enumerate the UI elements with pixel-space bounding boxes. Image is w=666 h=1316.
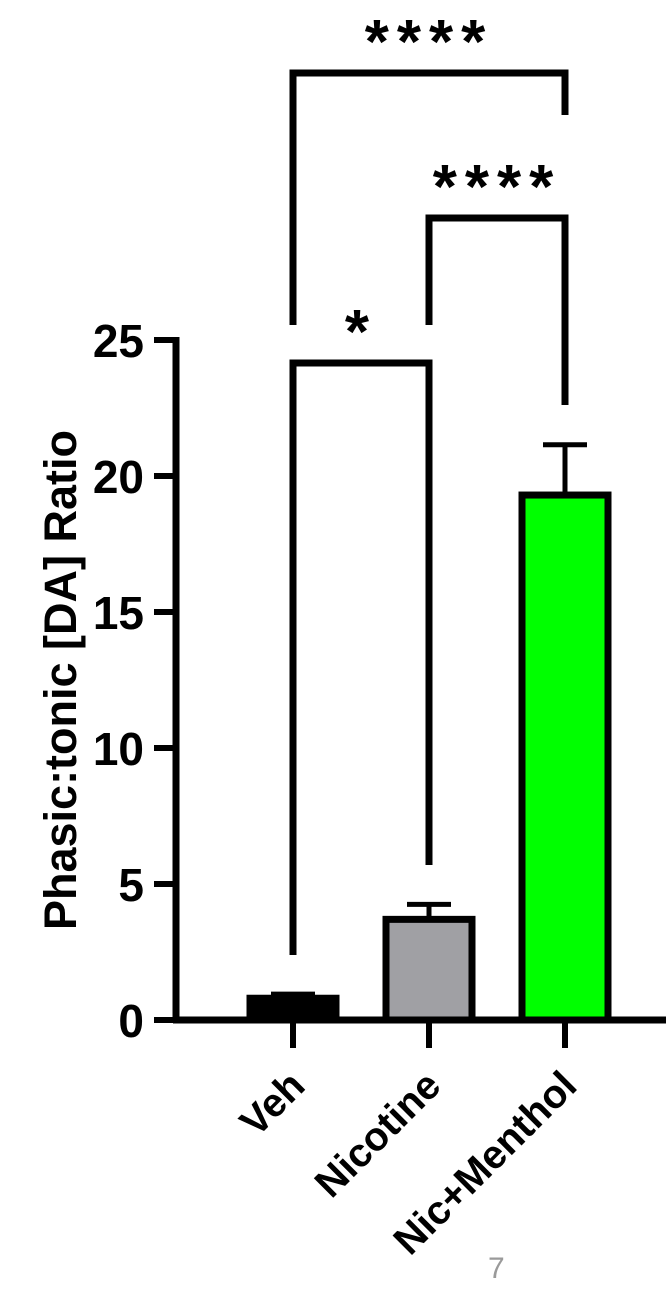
- x-tick-label: Veh: [232, 1063, 313, 1144]
- y-tick-label: 10: [93, 723, 144, 775]
- bar: [246, 994, 340, 1024]
- y-tick-label: 5: [118, 859, 144, 911]
- y-axis-label: Phasic:tonic [DA] Ratio: [35, 430, 86, 930]
- bar: [518, 491, 612, 1024]
- y-tick-label: 0: [118, 995, 144, 1047]
- y-tick-label: 15: [93, 587, 144, 639]
- significance-bracket: [289, 69, 569, 325]
- y-tick-label: 20: [93, 451, 144, 503]
- significance-label: *: [345, 298, 377, 367]
- significance-label: ****: [365, 8, 494, 77]
- bar: [382, 915, 476, 1024]
- significance-bracket: [289, 359, 433, 955]
- x-tick-label: Nicotine: [307, 1063, 450, 1206]
- significance-label: ****: [433, 153, 562, 222]
- significance-bracket: [425, 214, 569, 405]
- y-tick-label: 25: [93, 315, 144, 367]
- page-number: 7: [488, 1252, 505, 1285]
